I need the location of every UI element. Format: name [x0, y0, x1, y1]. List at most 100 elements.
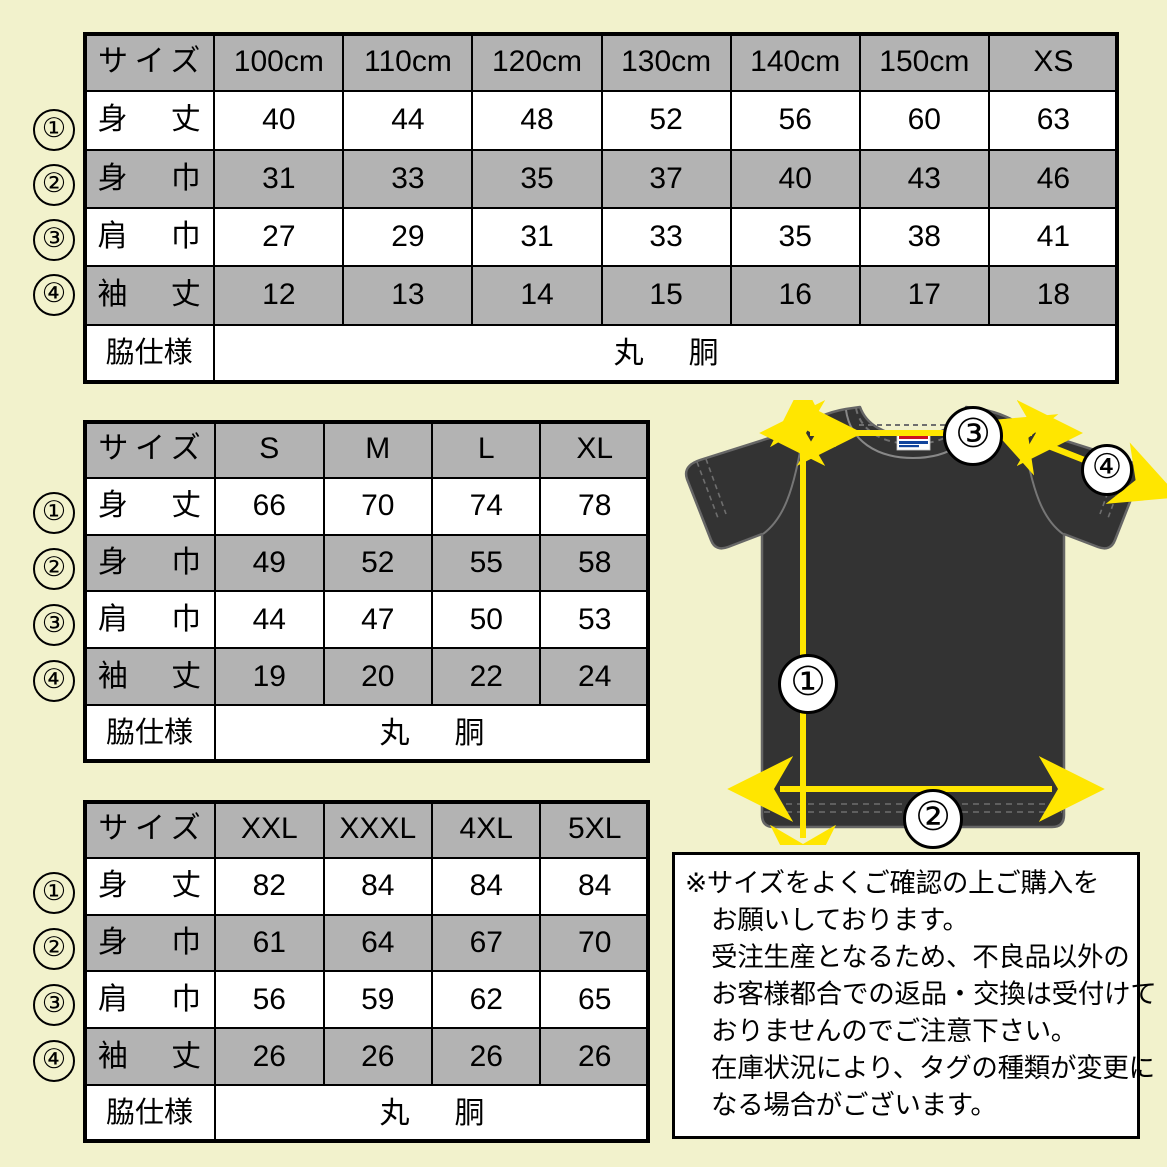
cell-value: 44 [214, 590, 325, 650]
cell-value: 26 [322, 1027, 434, 1087]
footer-label: 脇仕様 [82, 704, 217, 763]
size-table-big: サイズ XXL XXXL 4XL 5XL 身 丈 82 84 84 84 身 巾 61 64 67 70 肩 … [82, 800, 650, 1143]
size-table-big-frame: サイズ XXL XXXL 4XL 5XL 身 丈 82 84 84 84 身 巾 61 64 67 70 肩 … [82, 800, 650, 1143]
cell-value: 52 [322, 533, 434, 593]
table-row: 肩 巾 27 29 31 33 35 38 41 [82, 206, 1120, 268]
tshirt-illustration [684, 405, 1142, 829]
cell-value: 33 [342, 148, 474, 209]
table-row: 肩 巾 56 59 62 65 [82, 970, 650, 1030]
header-cell-2: 120cm [471, 31, 603, 93]
footer-label: 脇仕様 [82, 1084, 217, 1143]
row-marker-4-kids: ④ [33, 274, 75, 316]
header-cell-5: 150cm [858, 31, 990, 93]
cell-value: 26 [431, 1027, 542, 1087]
table-row: 肩 巾 44 47 50 53 [82, 590, 650, 650]
table-header-row: サイズ 100cm 110cm 120cm 130cm 140cm 150cm XS [82, 31, 1120, 93]
cell-value: 26 [214, 1027, 325, 1087]
row-label: 身 巾 [82, 913, 217, 973]
table-header-row: サイズ S M L XL [82, 420, 650, 479]
notice-line: ※サイズをよくご確認の上ご購入を [685, 868, 1100, 898]
cell-value: 29 [342, 206, 474, 268]
cell-value: 15 [600, 265, 732, 326]
cell-value: 41 [987, 206, 1120, 268]
cell-value: 60 [858, 90, 990, 151]
cell-value: 74 [431, 476, 542, 536]
footer-value: 丸 胴 [214, 704, 650, 763]
header-cell-2: 4XL [431, 800, 542, 859]
header-cell-1: M [322, 420, 434, 479]
cell-value: 66 [214, 476, 325, 536]
row-marker-1-adult: ① [33, 492, 75, 534]
cell-value: 43 [858, 148, 990, 209]
cell-value: 67 [431, 913, 542, 973]
table-row: 袖 丈 19 20 22 24 [82, 647, 650, 707]
row-marker-4-adult: ④ [33, 660, 75, 702]
cell-value: 70 [539, 913, 650, 973]
row-marker-4-big: ④ [33, 1040, 75, 1082]
cell-value: 55 [431, 533, 542, 593]
cell-value: 70 [322, 476, 434, 536]
cell-value: 27 [213, 206, 345, 268]
measure-number-1: ① [778, 654, 838, 714]
cell-value: 17 [858, 265, 990, 326]
header-cell-4: 140cm [729, 31, 861, 93]
row-marker-2-adult: ② [33, 548, 75, 590]
row-label: 袖 丈 [82, 647, 217, 707]
cell-value: 18 [987, 265, 1120, 326]
cell-value: 31 [471, 206, 603, 268]
size-table-kids: サイズ 100cm 110cm 120cm 130cm 140cm 150cm XS 身 丈 40… [82, 31, 1120, 385]
cell-value: 19 [214, 647, 325, 707]
header-cell-6: XS [987, 31, 1120, 93]
table-row: 身 巾 61 64 67 70 [82, 913, 650, 973]
cell-value: 22 [431, 647, 542, 707]
purchase-notice-box: ※サイズをよくご確認の上ご購入を お願いしております。 受注生産となるため、不良品以… [672, 852, 1157, 1139]
cell-value: 50 [431, 590, 542, 650]
cell-value: 53 [539, 590, 650, 650]
table-row: 身 巾 49 52 55 58 [82, 533, 650, 593]
row-marker-3-big: ③ [33, 984, 75, 1026]
row-marker-3-kids: ③ [33, 219, 75, 261]
cell-value: 62 [431, 970, 542, 1030]
row-label: 身 丈 [82, 856, 217, 916]
table-row: 袖 丈 26 26 26 26 [82, 1027, 650, 1087]
notice-line: なる場合がございます。 [711, 1090, 997, 1120]
header-cell-0: 100cm [213, 31, 345, 93]
cell-value: 38 [858, 206, 990, 268]
cell-value: 64 [322, 913, 434, 973]
cell-value: 24 [539, 647, 650, 707]
cell-value: 40 [213, 90, 345, 151]
row-marker-2-kids: ② [33, 164, 75, 206]
cell-value: 65 [539, 970, 650, 1030]
row-label: 身 丈 [82, 90, 216, 151]
footer-value: 丸 胴 [214, 1084, 650, 1143]
table-footer-row: 脇仕様丸 胴 [82, 323, 1119, 385]
row-label: 袖 丈 [82, 1027, 217, 1087]
cell-value: 44 [342, 90, 474, 151]
row-marker-1-kids: ① [33, 109, 75, 151]
cell-value: 16 [729, 265, 861, 326]
cell-value: 84 [431, 856, 542, 916]
purchase-notice-text: ※サイズをよくご確認の上ご購入を お願いしております。 受注生産となるため、不良品以… [685, 865, 1157, 1128]
cell-value: 56 [214, 970, 325, 1030]
cell-value: 47 [322, 590, 434, 650]
header-cell-3: XL [539, 420, 650, 479]
cell-value: 78 [539, 476, 650, 536]
cell-value: 84 [322, 856, 434, 916]
cell-value: 52 [600, 90, 732, 151]
header-cell-1: 110cm [342, 31, 474, 93]
header-cell-1: XXXL [322, 800, 434, 859]
row-marker-1-big: ① [33, 872, 75, 914]
header-cell-size: サイズ [82, 800, 217, 859]
table-row: 身 巾 31 33 35 37 40 43 46 [82, 148, 1120, 209]
cell-value: 46 [987, 148, 1120, 209]
tshirt-diagram: ③ ① ② ④ [660, 400, 1167, 849]
notice-line: お願いしております。 [711, 905, 969, 935]
footer-value: 丸 胴 [213, 323, 1119, 385]
row-label: 肩 巾 [82, 970, 217, 1030]
measure-number-4: ④ [1081, 444, 1133, 496]
table-row: 身 丈 66 70 74 78 [82, 476, 650, 536]
cell-value: 84 [539, 856, 650, 916]
measure-number-2: ② [903, 789, 963, 849]
cell-value: 20 [322, 647, 434, 707]
